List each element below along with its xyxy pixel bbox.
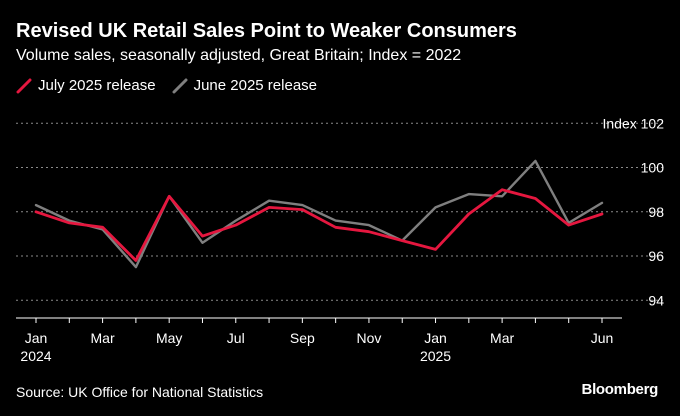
legend-swatch-june-release-icon xyxy=(172,78,188,94)
x-tick-label-2024-05: May xyxy=(156,330,182,346)
x-tick-label-2024-09: Sep xyxy=(290,330,315,346)
x-tick-label-2024-03: Mar xyxy=(91,330,115,346)
x-tick-label-2025-01: Jan xyxy=(424,330,447,346)
chart-title: Revised UK Retail Sales Point to Weaker … xyxy=(16,20,517,42)
series-line-july-2025-release xyxy=(34,188,604,262)
y-tick-label-100: 100 xyxy=(641,160,665,176)
legend-item-july-release: July 2025 release xyxy=(16,77,156,94)
x-tick-year-2024: 2024 xyxy=(20,348,51,364)
legend-label-july-release: July 2025 release xyxy=(38,77,156,94)
y-tick-label-96: 96 xyxy=(648,248,664,264)
series-line-june-2025-release xyxy=(34,159,604,269)
x-tick-label-2024-01: Jan xyxy=(25,330,48,346)
chart-subtitle: Volume sales, seasonally adjusted, Great… xyxy=(16,47,462,64)
y-tick-label-94: 94 xyxy=(648,292,664,308)
source-note: Source: UK Office for National Statistic… xyxy=(16,384,264,400)
legend: July 2025 release June 2025 release xyxy=(16,77,333,94)
y-tick-label-102: Index 102 xyxy=(603,115,665,131)
legend-item-june-release: June 2025 release xyxy=(172,77,317,94)
x-tick-label-2025-06: Jun xyxy=(591,330,614,346)
y-tick-label-98: 98 xyxy=(648,204,664,220)
x-tick-label-2024-07: Jul xyxy=(227,330,245,346)
legend-swatch-july-release-icon xyxy=(16,78,32,94)
x-tick-year-2025: 2025 xyxy=(420,348,451,364)
legend-label-june-release: June 2025 release xyxy=(193,77,318,94)
bloomberg-logo: Bloomberg xyxy=(581,381,659,398)
x-tick-label-2024-11: Nov xyxy=(356,330,381,346)
x-tick-label-2025-03: Mar xyxy=(490,330,514,346)
